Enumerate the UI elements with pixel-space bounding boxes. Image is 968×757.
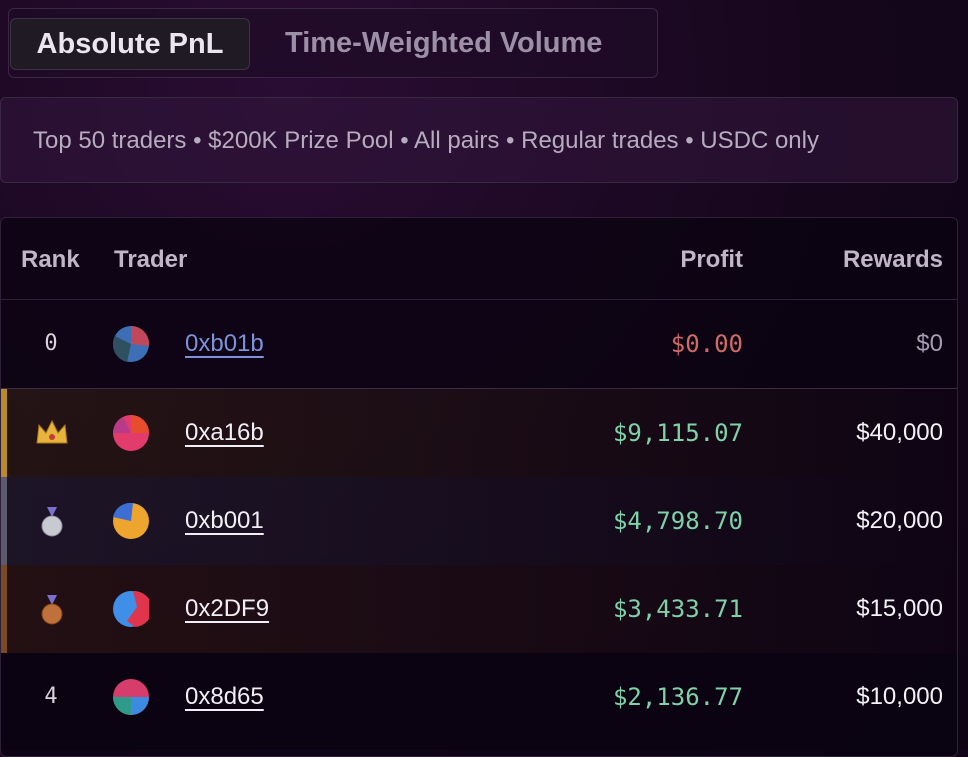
tab[interactable]: Time-Weighted Volume bbox=[285, 27, 603, 59]
rank: 0 bbox=[44, 331, 58, 356]
divider bbox=[1, 299, 957, 300]
avatar bbox=[113, 679, 149, 715]
reward: $15,000 bbox=[856, 595, 943, 622]
header-rank: Rank bbox=[21, 246, 80, 273]
trader-address[interactable]: 0x2DF9 bbox=[185, 595, 270, 622]
header-profit: Profit bbox=[680, 246, 743, 273]
row: 0x2DF9 $3,433.71 $15,000 bbox=[1, 565, 957, 653]
silver-medal-icon bbox=[41, 507, 63, 537]
rank-bar bbox=[1, 477, 7, 565]
row: 4 0x8d65 $2,136.77 $10,000 bbox=[1, 653, 957, 741]
row: 0 0xb01b $0.00 $0 bbox=[1, 300, 957, 389]
trader-address[interactable]: 0xb001 bbox=[185, 507, 264, 534]
reward: $40,000 bbox=[856, 419, 943, 446]
profit: $0.00 bbox=[670, 330, 743, 358]
tab-active[interactable]: Absolute PnL bbox=[10, 18, 250, 70]
header-rewards: Rewards bbox=[842, 246, 943, 273]
reward: $10,000 bbox=[856, 683, 943, 710]
profit: $3,433.71 bbox=[612, 595, 743, 623]
header-trader: Trader bbox=[114, 246, 188, 273]
row: 0xb001 $4,798.70 $20,000 bbox=[1, 477, 957, 565]
profit: $2,136.77 bbox=[612, 683, 743, 711]
bronze-medal-icon bbox=[41, 595, 63, 625]
rank-bar bbox=[1, 389, 7, 477]
avatar bbox=[113, 326, 149, 362]
rank: 4 bbox=[44, 684, 58, 709]
trader-address[interactable]: 0xa16b bbox=[185, 419, 264, 446]
description: Top 50 traders • $200K Prize Pool • All … bbox=[0, 97, 958, 183]
profit: $4,798.70 bbox=[612, 507, 743, 535]
trader-address[interactable]: 0x8d65 bbox=[185, 683, 264, 710]
leaderboard: Rank Trader Profit Rewards 0 0xb01b $0.0… bbox=[0, 217, 958, 757]
tab-bar: Absolute PnL Time-Weighted Volume bbox=[8, 8, 658, 78]
avatar bbox=[113, 591, 149, 627]
reward: $20,000 bbox=[856, 507, 943, 534]
profit: $9,115.07 bbox=[612, 419, 743, 447]
row: 0xa16b $9,115.07 $40,000 bbox=[1, 389, 957, 477]
trader-address[interactable]: 0xb01b bbox=[185, 330, 264, 357]
reward: $0 bbox=[916, 330, 943, 357]
rank-bar bbox=[1, 565, 7, 653]
avatar bbox=[113, 503, 149, 539]
crown-icon bbox=[36, 419, 68, 444]
avatar bbox=[113, 415, 149, 451]
